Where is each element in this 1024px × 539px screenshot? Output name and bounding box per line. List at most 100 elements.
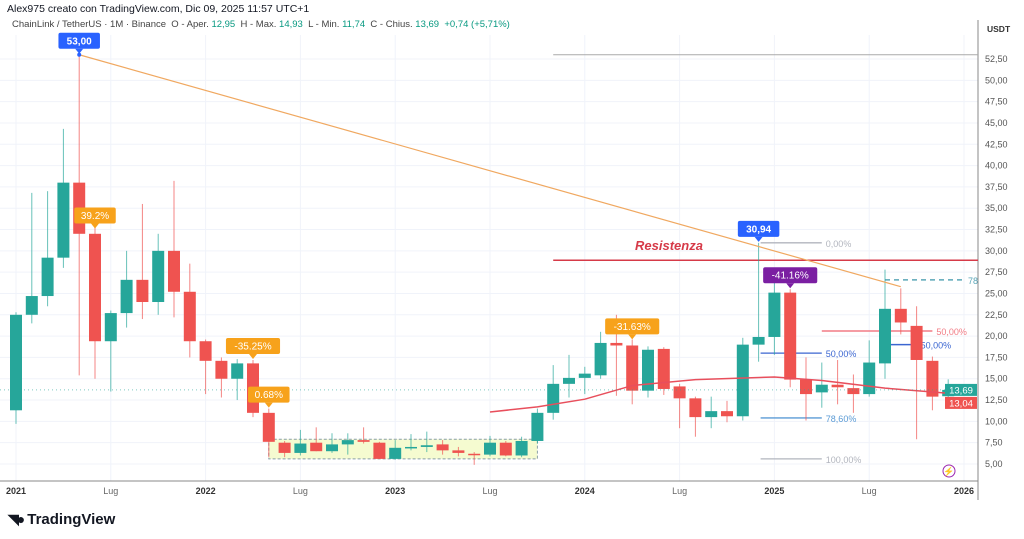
candle-body: [389, 447, 402, 459]
candle-body: [800, 379, 812, 395]
fib-level-label: 50,00%: [936, 327, 967, 337]
callout-pointer: [754, 236, 763, 242]
y-tick-label: 22,50: [985, 310, 1008, 320]
callout-text: -41.16%: [772, 271, 809, 282]
low-label: L - Min.: [308, 19, 340, 30]
x-tick-label: 2021: [6, 486, 26, 496]
x-tick-label: Lug: [482, 486, 497, 496]
callout-pointer: [786, 283, 795, 289]
symbol-legend: ChainLink / TetherUS · 1M · Binance O - …: [12, 19, 510, 30]
price-label-box: [945, 396, 977, 409]
callout-text: 30,94: [746, 224, 771, 235]
low-value: 11,74: [342, 19, 366, 30]
candle-body: [815, 384, 828, 393]
candle-body: [25, 296, 38, 315]
y-tick-label: 45,00: [985, 118, 1008, 128]
candle-body: [199, 341, 212, 361]
candle-body: [326, 444, 338, 452]
open-label: O - Aper.: [171, 19, 209, 30]
candle-body: [152, 250, 165, 303]
tradingview-logo[interactable]: ◥● TradingView: [8, 511, 115, 528]
candle-body: [57, 182, 70, 258]
y-tick-label: 50,00: [985, 75, 1008, 85]
candle-body: [120, 279, 133, 314]
x-tick-label: 2025: [764, 486, 784, 496]
candle-body: [231, 363, 244, 379]
candle-body: [673, 386, 686, 399]
resistance-label: Resistenza: [635, 238, 703, 253]
author-line: Alex975 creato con TradingView.com, Dic …: [7, 3, 310, 15]
candle-body: [468, 453, 481, 456]
candle-body: [578, 373, 591, 378]
y-tick-label: 20,00: [985, 331, 1008, 341]
callout-box: [74, 207, 116, 224]
high-label: H - Max.: [240, 19, 277, 30]
candle-body: [104, 313, 117, 342]
lightning-glyph: ⚡: [943, 466, 954, 478]
callout-pointer: [628, 334, 637, 340]
candle-body: [262, 412, 275, 442]
trend-line: [79, 54, 901, 288]
change-value: +0,74 (+5,71%): [444, 19, 510, 30]
candle-body: [515, 440, 528, 456]
candle-body: [863, 362, 876, 395]
close-label: C - Chius.: [370, 19, 413, 30]
y-tick-label: 52,50: [985, 54, 1008, 64]
candle-body: [294, 443, 307, 453]
candle-body: [452, 450, 465, 453]
x-tick-label: 2022: [196, 486, 216, 496]
fib-level-label: 50,00%: [826, 349, 857, 359]
candle-body: [278, 442, 291, 453]
y-tick-label: 47,50: [985, 97, 1008, 107]
candle-body: [894, 308, 907, 323]
candle-body: [626, 345, 639, 391]
candle-body: [610, 342, 623, 346]
callout-pointer: [91, 223, 99, 229]
fib-level-label: 0,00%: [826, 239, 852, 249]
fib-level-label: 78,60%: [826, 414, 857, 424]
candle-body: [89, 233, 101, 342]
x-tick-label: Lug: [103, 486, 118, 496]
candle-body: [341, 440, 354, 445]
callout-pointer: [264, 402, 273, 408]
callout-text: 0.68%: [255, 390, 283, 401]
candle-body: [831, 384, 844, 388]
callout-text: -31.63%: [614, 322, 651, 333]
candle-body: [215, 360, 228, 379]
candle-body: [41, 257, 54, 297]
candle-body: [926, 360, 939, 397]
callout-box: [225, 337, 281, 354]
close-value: 13,69: [415, 19, 440, 30]
callout-box: [605, 318, 660, 335]
callout-box: [58, 32, 100, 49]
candle-body: [642, 349, 654, 391]
candle-body: [705, 411, 718, 418]
symbol-name[interactable]: ChainLink / TetherUS · 1M · Binance: [12, 19, 167, 30]
y-tick-label: 12,50: [985, 395, 1008, 405]
callout-text: -35.25%: [234, 341, 271, 352]
y-tick-label: 10,00: [985, 416, 1008, 426]
candle-body: [531, 412, 544, 441]
callout-box: [737, 220, 780, 237]
candle-body: [420, 445, 433, 447]
candle-body: [405, 446, 417, 449]
candle-body: [373, 442, 386, 459]
x-tick-label: 2024: [575, 486, 595, 496]
fib-level-label: 100,00%: [826, 455, 862, 465]
y-tick-label: 25,00: [985, 288, 1008, 298]
callout-box: [763, 267, 818, 284]
price-label-text: 13,69: [949, 385, 973, 396]
candle-body: [357, 440, 370, 442]
y-tick-label: 37,50: [985, 182, 1008, 192]
currency-label: USDT: [987, 24, 1011, 34]
candle-body: [879, 308, 891, 364]
callout-pointer: [249, 353, 257, 359]
y-tick-label: 32,50: [985, 225, 1008, 235]
candle-body: [183, 291, 196, 342]
candle-body: [10, 314, 22, 411]
callout-text: 39.2%: [81, 211, 109, 222]
candle-body: [594, 342, 607, 376]
x-tick-label: Lug: [862, 486, 877, 496]
logo-icon: ◥●: [8, 511, 25, 527]
